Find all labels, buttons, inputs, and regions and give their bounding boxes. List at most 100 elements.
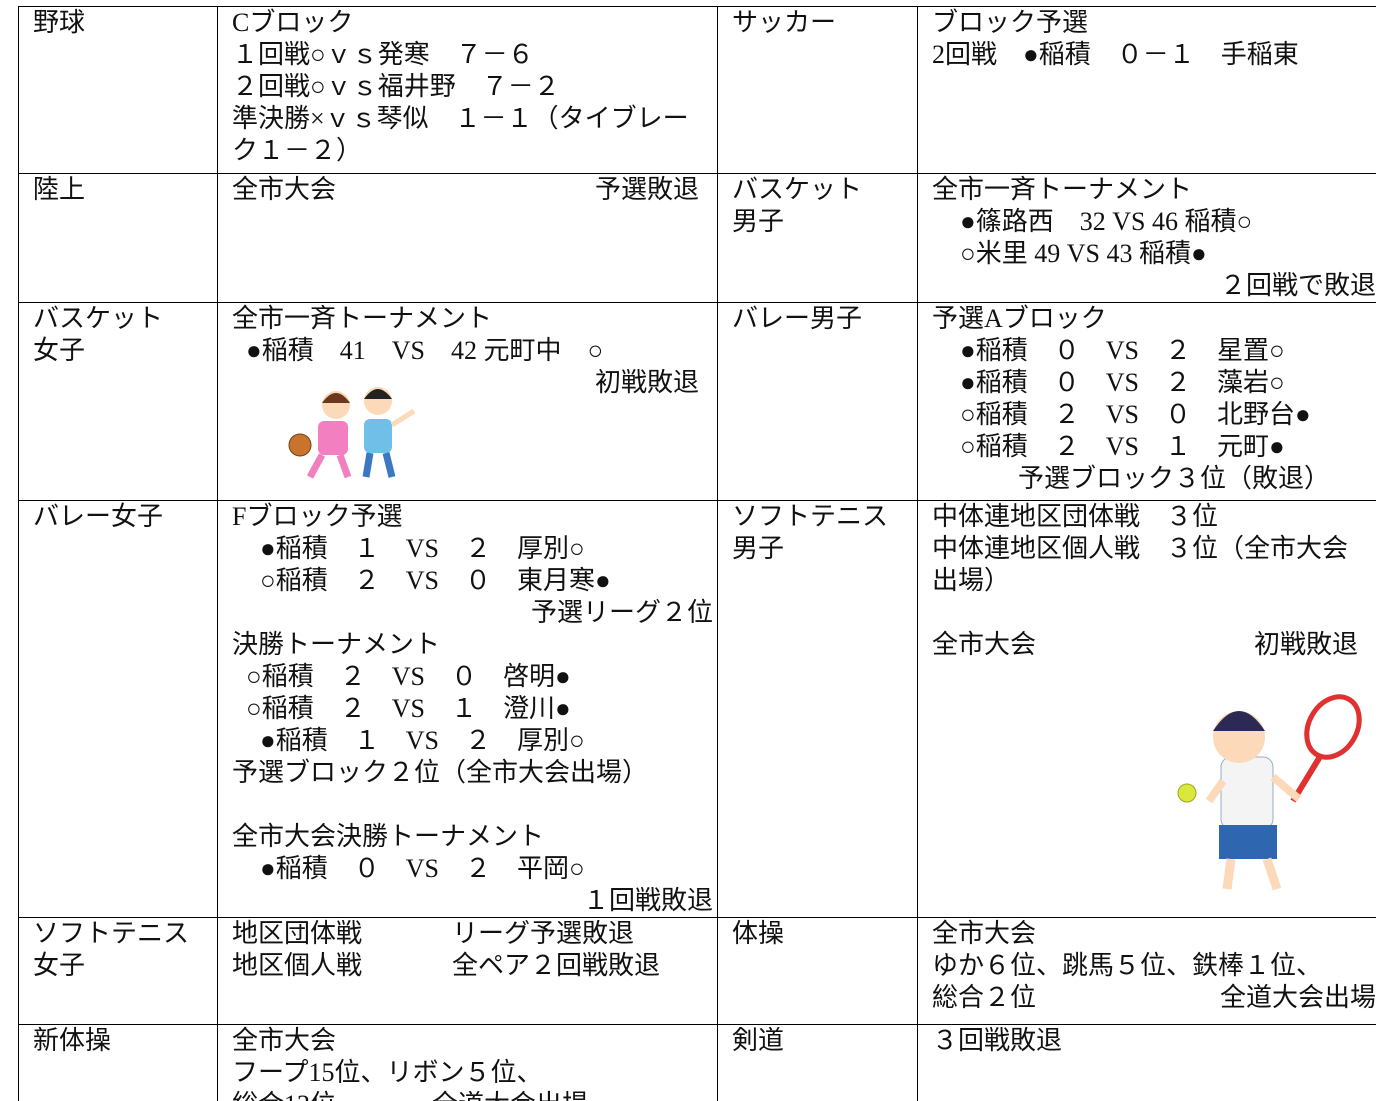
row: バスケット 女子 全市一斉トーナメント ●稲積 41 VS 42 元町中 ○ 初… (18, 302, 1376, 501)
line: 地区個人戦 全ペア２回戦敗退 (232, 950, 699, 982)
row: バレー女子 Fブロック予選 ●稲積 １ VS ２ 厚別○ ○稲積 ２ VS ０ … (18, 500, 1376, 918)
line: 準決勝×ｖｓ琴似 １－１（タイブレーク１－２） (232, 104, 689, 165)
sport: 体操 (732, 919, 785, 948)
line: ●稲積 １ VS ２ 厚別○ (260, 534, 585, 563)
line: 全市大会決勝トーナメント (232, 822, 545, 851)
cell: 全市大会 フープ15位、リボン５位、 総合12位 全道大会出場 (217, 1024, 718, 1101)
line: ２回戦○ｖｓ福井野 ７－２ (232, 72, 560, 101)
line: ●篠路西 32 VS 46 稲積○ (960, 207, 1253, 236)
line: ３回戦敗退 (932, 1026, 1063, 1055)
line: 全市大会 初戦敗退 (932, 629, 1358, 661)
cell: バレー男子 (717, 302, 918, 501)
spacer (932, 597, 1358, 629)
line: 中体連地区個人戦 ３位（全市大会出場） (932, 534, 1349, 595)
line: Fブロック予選 (232, 502, 403, 531)
cell: バスケット 女子 (18, 302, 218, 501)
cell: 全市一斉トーナメント ●篠路西 32 VS 46 稲積○ ○米里 49 VS 4… (917, 173, 1376, 303)
line: ●稲積 ０ VS ２ 藻岩○ (960, 368, 1285, 397)
text: 地区団体戦 (232, 919, 363, 948)
result: 初戦敗退 (1253, 630, 1358, 659)
text: 地区個人戦 (232, 951, 363, 980)
sport: バスケット (33, 304, 164, 333)
line: ○稲積 ２ VS １ 澄川● (246, 694, 571, 723)
line: Cブロック (232, 8, 354, 37)
cell: バレー女子 (18, 500, 218, 918)
line: ●稲積 41 VS 42 元町中 ○ (246, 336, 604, 365)
cell: ３回戦敗退 (917, 1024, 1376, 1101)
results-table: 野球 Cブロック １回戦○ｖｓ発寒 ７－６ ２回戦○ｖｓ福井野 ７－２ 準決勝×… (18, 6, 1376, 1101)
tennis-illustration (1177, 694, 1362, 891)
result: リーグ予選敗退 (452, 919, 635, 948)
sport: 女子 (33, 951, 86, 980)
sport: バスケット (732, 175, 863, 204)
result: 予選ブロック３位（敗退） (1018, 464, 1331, 493)
sport: 男子 (732, 534, 785, 563)
line: ●稲積 ０ VS ２ 平岡○ (260, 854, 585, 883)
cell: 体操 (717, 917, 918, 1025)
result: １回戦敗退 (582, 886, 713, 915)
cell: 剣道 (717, 1024, 918, 1101)
sport: バレー女子 (33, 502, 164, 531)
sport: ソフトテニス (732, 502, 889, 531)
line: ●稲積 ０ VS ２ 星置○ (960, 336, 1285, 365)
result: 初戦敗退 (594, 368, 699, 397)
sport: 新体操 (33, 1026, 112, 1055)
result: 予選敗退 (594, 175, 699, 204)
line: ○米里 49 VS 43 稲積● (960, 239, 1207, 268)
result: 全道大会出場 (1219, 983, 1376, 1012)
line: フープ15位、リボン５位、 (232, 1058, 543, 1087)
sport: バレー男子 (732, 304, 863, 333)
line: １回戦○ｖｓ発寒 ７－６ (232, 40, 534, 69)
result: 全道大会出場 (432, 1089, 588, 1101)
line: ゆか６位、跳馬５位、鉄棒１位、 (932, 951, 1323, 980)
cell: 全市大会 ゆか６位、跳馬５位、鉄棒１位、 総合２位 全道大会出場 (917, 917, 1376, 1025)
cell: 陸上 (18, 173, 218, 303)
cell: ソフトテニス 男子 (717, 500, 918, 918)
basketball-illustration (288, 387, 416, 479)
line: ブロック予選 (932, 8, 1089, 37)
cell: Cブロック １回戦○ｖｓ発寒 ７－６ ２回戦○ｖｓ福井野 ７－２ 準決勝×ｖｓ琴… (217, 6, 718, 174)
cell: 中体連地区団体戦 ３位 中体連地区個人戦 ３位（全市大会出場） 全市大会 初戦敗退 (917, 500, 1376, 918)
text: 全市大会 (232, 175, 337, 204)
line: 総合２位 全道大会出場 (932, 982, 1376, 1014)
line: 全市一斉トーナメント (932, 175, 1193, 204)
row: 新体操 全市大会 フープ15位、リボン５位、 総合12位 全道大会出場 剣道 ３回… (18, 1024, 1376, 1101)
sport: 野球 (33, 8, 86, 37)
sport: 陸上 (33, 175, 86, 204)
cell: 新体操 (18, 1024, 218, 1101)
line: 全市大会 (232, 1026, 337, 1055)
line: 予選Aブロック (932, 304, 1107, 333)
line: ○稲積 ２ VS ０ 北野台● (960, 400, 1311, 429)
spacer (232, 789, 713, 821)
text: 総合２位 (932, 983, 1037, 1012)
sport: 剣道 (732, 1026, 785, 1055)
cell: 野球 (18, 6, 218, 174)
line: 予選ブロック２位（全市大会出場） (232, 758, 649, 787)
line: 全市大会 (932, 919, 1037, 948)
line: 2回戦 ●稲積 ０－１ 手稲東 (932, 40, 1299, 69)
cell: Fブロック予選 ●稲積 １ VS ２ 厚別○ ○稲積 ２ VS ０ 東月寒● 予… (217, 500, 718, 918)
line: 全市一斉トーナメント (232, 304, 493, 333)
row: 陸上 全市大会 予選敗退 バスケット 男子 全市一斉トーナメント ●篠路西 32 … (18, 173, 1376, 303)
result: ２回戦で敗退 (1219, 271, 1376, 300)
sport: 男子 (732, 207, 785, 236)
cell: ブロック予選 2回戦 ●稲積 ０－１ 手稲東 (917, 6, 1376, 174)
result: 予選リーグ２位 (530, 598, 713, 627)
line: ○稲積 ２ VS ０ 啓明● (246, 662, 571, 691)
text: 総合12位 (232, 1089, 336, 1101)
line: ●稲積 １ VS ２ 厚別○ (260, 726, 585, 755)
sport: 女子 (33, 336, 86, 365)
line: 地区団体戦 リーグ予選敗退 (232, 919, 699, 951)
cell: 全市一斉トーナメント ●稲積 41 VS 42 元町中 ○ 初戦敗退 (217, 302, 718, 501)
line: 総合12位 全道大会出場 (232, 1089, 699, 1101)
row: ソフトテニス 女子 地区団体戦 リーグ予選敗退 地区個人戦 全ペア２回戦敗退 体操 … (18, 917, 1376, 1025)
sport: ソフトテニス (33, 919, 190, 948)
result: 全ペア２回戦敗退 (452, 951, 661, 980)
line: ○稲積 ２ VS ０ 東月寒● (260, 566, 611, 595)
cell: バスケット 男子 (717, 173, 918, 303)
line: 中体連地区団体戦 ３位 (932, 502, 1219, 531)
row: 野球 Cブロック １回戦○ｖｓ発寒 ７－６ ２回戦○ｖｓ福井野 ７－２ 準決勝×… (18, 6, 1376, 174)
line: ○稲積 ２ VS １ 元町● (960, 432, 1285, 461)
text: 全市大会 (932, 630, 1037, 659)
